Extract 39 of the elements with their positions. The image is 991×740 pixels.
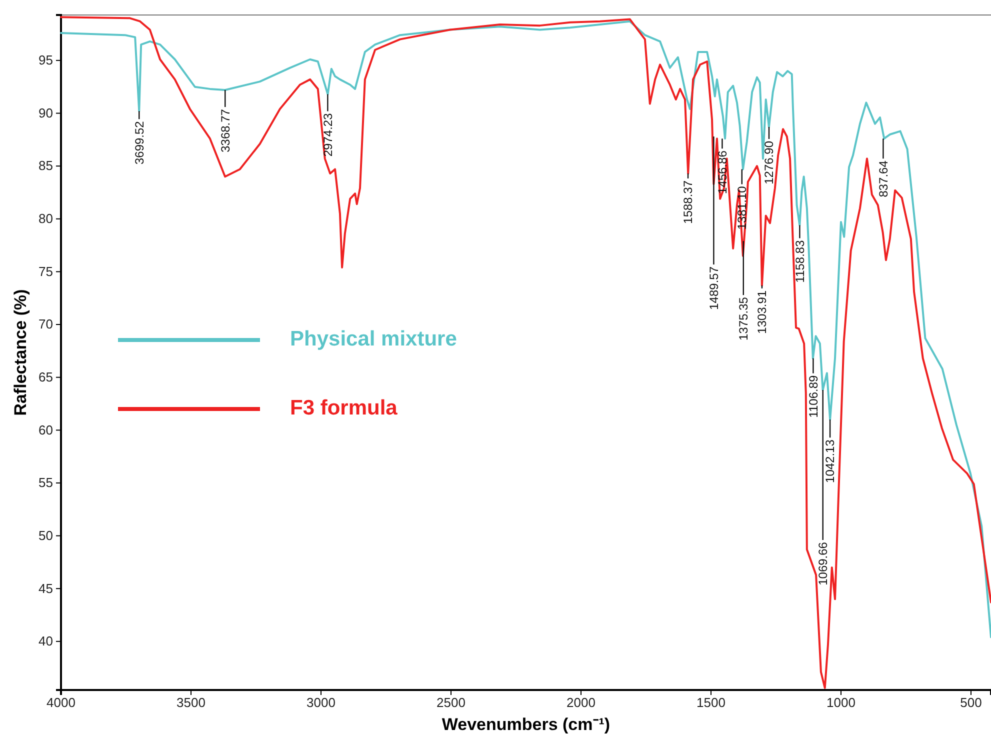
annotation: 3699.52 [132,120,146,165]
annotation: 1489.57 [706,266,721,310]
annotation: 1276.90 [762,140,776,184]
x-tick-label: 2500 [436,695,466,710]
annotation: 1158.83 [792,240,807,283]
x-tick-label: 1500 [696,695,726,710]
y-tick-label: 60 [38,422,53,438]
annotation: 1381.10 [735,186,750,230]
text: F3 formula [290,396,398,420]
x-tick-label: 1000 [826,695,856,710]
x-axis-title: Wevenumbers (cm⁻¹) [442,715,610,734]
y-axis-title: Raflectance (%) [11,289,30,416]
annotation: 1456.86 [715,150,730,194]
annotation: 1375.35 [736,296,751,340]
x-tick-label: 3000 [306,695,336,710]
annotation: 3368.77 [218,108,232,152]
x-tick-label: 3500 [176,695,206,710]
annotation: 1069.66 [816,542,830,586]
y-tick-label: 45 [38,580,53,596]
y-tick-label: 55 [38,475,53,490]
annotation: 1042.13 [823,439,838,483]
y-tick-label: 40 [38,634,53,649]
annotation: 1303.91 [755,290,770,334]
text: Physical mixture [290,328,457,351]
y-tick-label: 65 [38,369,53,384]
annotation: 2974.23 [320,112,335,157]
y-tick-label: 70 [38,316,53,332]
x-tick-label: 4000 [46,695,76,710]
y-tick-label: 75 [38,264,53,279]
y-tick-label: 90 [38,105,53,120]
y-tick-label: 95 [38,52,53,68]
x-tick-label: 2000 [566,695,596,710]
x-tick-label: 500 [960,695,982,710]
annotation: 1588.37 [681,180,696,224]
y-tick-label: 50 [38,528,53,543]
annotation: 837.64 [876,160,890,198]
annotation: 1106.89 [806,374,820,418]
y-tick-label: 85 [38,158,53,174]
y-tick-label: 80 [38,211,53,226]
